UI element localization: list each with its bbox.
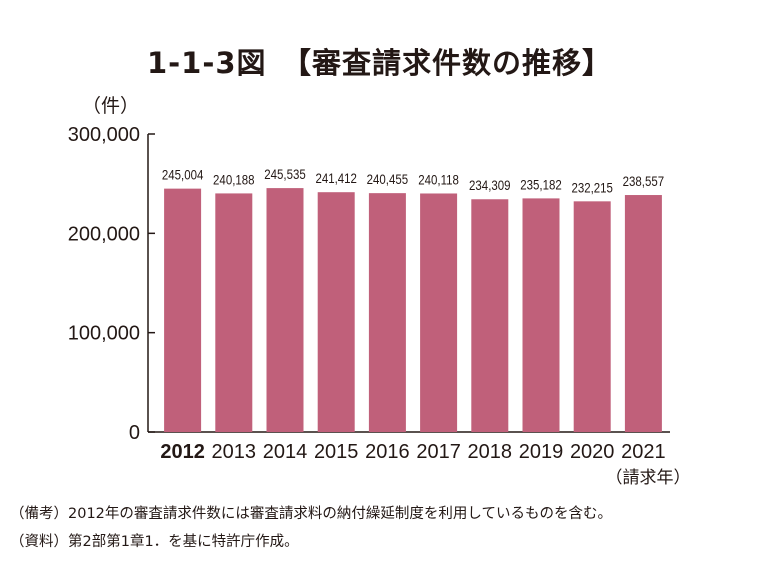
data-label-2019: 235,182 <box>520 176 561 192</box>
x-tick-label-2021: 2021 <box>621 441 666 463</box>
data-label-2012: 245,004 <box>162 167 203 183</box>
bar-2013 <box>215 193 253 432</box>
data-label-2015: 241,412 <box>315 170 356 186</box>
bar-2018 <box>471 199 509 432</box>
y-tick-label: 200,000 <box>68 223 140 245</box>
y-tick-label: 100,000 <box>68 323 140 345</box>
note-remarks: （備考）2012年の審査請求件数には審査請求料の納付繰延制度を利用しているものを… <box>10 506 612 522</box>
y-axis-label: （件） <box>82 95 139 117</box>
data-label-2014: 245,535 <box>264 166 305 182</box>
note-source: （資料）第2部第1章1．を基に特許庁作成。 <box>10 534 299 550</box>
y-axis: 0 100,000 200,000 300,000 （件） <box>68 95 670 444</box>
x-axis-label: （請求年） <box>606 468 691 488</box>
data-label-2020: 232,215 <box>571 179 612 195</box>
bars <box>164 188 662 432</box>
bar-2021 <box>624 195 662 432</box>
x-tick-label-2017: 2017 <box>416 441 461 463</box>
x-tick-label-2020: 2020 <box>570 441 615 463</box>
bar-2020 <box>573 201 611 432</box>
x-tick-label-2019: 2019 <box>519 441 564 463</box>
x-tick-label-2014: 2014 <box>263 441 308 463</box>
bar-2012 <box>164 188 202 432</box>
bar-2017 <box>420 193 458 432</box>
bar-2019 <box>522 198 560 432</box>
bar-2014 <box>266 188 304 432</box>
data-label-2018: 234,309 <box>469 177 510 193</box>
data-label-2013: 240,188 <box>213 171 254 187</box>
x-tick-label-2015: 2015 <box>314 441 359 463</box>
bar-2015 <box>317 192 355 432</box>
data-label-2016: 240,455 <box>367 171 408 187</box>
y-tick-label: 0 <box>129 422 140 444</box>
data-labels: 245,004 240,188 245,535 241,412 240,455 240,1… <box>162 166 664 196</box>
x-tick-label-2013: 2013 <box>212 441 257 463</box>
bar-2016 <box>368 193 406 432</box>
x-axis: 2012 2013 2014 2015 2016 2017 2018 2019 2020 2021… <box>160 441 690 488</box>
data-label-2017: 240,118 <box>418 171 459 187</box>
chart-title: 1-1-3図 【審査請求件数の推移】 <box>146 46 613 80</box>
y-tick-label: 300,000 <box>68 124 140 146</box>
x-tick-label-2012: 2012 <box>160 441 205 463</box>
x-tick-label-2018: 2018 <box>468 441 513 463</box>
data-label-2021: 238,557 <box>623 173 664 189</box>
bar-chart: 0 100,000 200,000 300,000 （件） 245,004 240,188… <box>68 95 691 488</box>
x-tick-label-2016: 2016 <box>365 441 410 463</box>
